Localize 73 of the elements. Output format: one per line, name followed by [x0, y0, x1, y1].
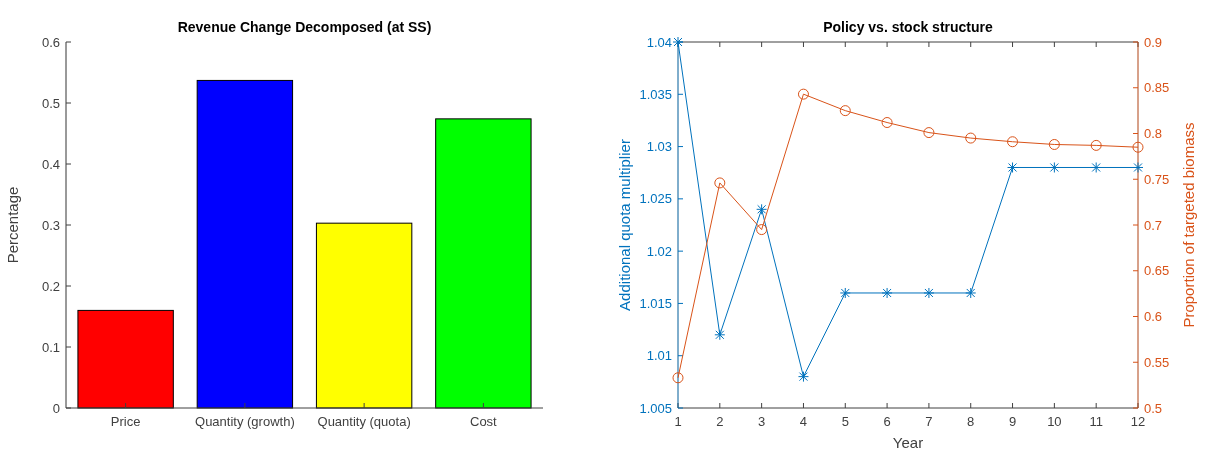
y-tick-label: 0	[52, 400, 60, 416]
point	[714, 329, 726, 341]
x-tick-label: 1	[674, 414, 682, 429]
x-tick-label: 11	[1089, 414, 1103, 429]
y2-tick-label: 0.5	[1144, 400, 1163, 416]
point	[923, 287, 935, 299]
x-tick-label: 4	[799, 414, 808, 429]
point	[965, 132, 977, 144]
x-tick-label: 5	[841, 414, 849, 429]
x-tick-label: 12	[1130, 414, 1146, 429]
x-tick-label: Quantity (growth)	[195, 414, 295, 429]
x-tick-label: 6	[883, 414, 891, 429]
y2-tick-label: 0.8	[1144, 126, 1163, 142]
point	[756, 203, 768, 215]
x-tick-label: Cost	[470, 414, 498, 429]
point	[1132, 161, 1144, 173]
x-tick-label: 9	[1008, 414, 1017, 429]
y-tick-label: 1.025	[639, 191, 672, 207]
point	[1132, 141, 1144, 153]
point	[839, 287, 851, 299]
y2-axis-title: Proportion of targeted biomass	[1180, 122, 1197, 328]
y-tick-label: 1.04	[646, 34, 672, 50]
y-tick-label: 1.02	[646, 243, 672, 259]
y-axis-title: Percentage	[4, 186, 21, 264]
chart-title: Revenue Change Decomposed (at SS)	[177, 19, 432, 35]
x-tick-label: Quantity (quota)	[317, 414, 411, 429]
x-tick-label: 10	[1047, 414, 1062, 429]
point	[756, 224, 768, 236]
point	[881, 287, 893, 299]
y2-tick-label: 0.7	[1144, 217, 1163, 233]
y2-tick-label: 0.9	[1144, 34, 1163, 50]
point	[1090, 139, 1102, 151]
y-tick-label: 1.005	[639, 400, 672, 416]
x-tick-label: 8	[967, 414, 975, 429]
point	[672, 36, 684, 48]
y2-tick-label: 0.6	[1144, 309, 1163, 325]
y-tick-label: 0.1	[41, 339, 60, 355]
bar	[196, 79, 294, 409]
x-tick-label: 3	[758, 414, 766, 429]
bar	[77, 309, 174, 409]
y-axis-title: Additional quota multiplier	[616, 139, 633, 311]
point	[672, 372, 684, 384]
y2-tick-label: 0.85	[1144, 80, 1170, 96]
point	[1048, 161, 1060, 173]
point	[881, 117, 893, 129]
point	[923, 127, 935, 139]
point	[1007, 136, 1019, 148]
y-tick-label: 0.4	[41, 156, 60, 172]
y-tick-label: 1.03	[646, 139, 672, 155]
y-tick-label: 0.6	[41, 34, 60, 50]
y2-tick-label: 0.65	[1144, 263, 1170, 279]
bar	[435, 118, 532, 409]
y-tick-label: 1.035	[639, 86, 672, 102]
y2-tick-label: 0.55	[1144, 354, 1170, 370]
y-tick-label: 0.3	[41, 217, 60, 233]
y-tick-label: 1.015	[639, 295, 672, 311]
x-tick-label: 2	[716, 414, 724, 429]
chart-title: Policy vs. stock structure	[823, 19, 994, 35]
bar	[315, 222, 413, 409]
point	[839, 105, 851, 117]
y-tick-label: 0.5	[41, 95, 60, 111]
point	[1048, 138, 1060, 150]
point	[1090, 161, 1102, 173]
y-tick-label: 0.2	[41, 278, 60, 294]
y2-tick-label: 0.75	[1144, 171, 1170, 187]
point	[965, 287, 977, 299]
point	[714, 177, 726, 189]
x-axis-title: Year	[892, 434, 924, 451]
point	[797, 371, 809, 383]
point	[797, 88, 809, 100]
y-tick-label: 1.01	[646, 348, 672, 364]
x-tick-label: 7	[925, 414, 933, 429]
x-tick-label: Price	[110, 414, 141, 429]
